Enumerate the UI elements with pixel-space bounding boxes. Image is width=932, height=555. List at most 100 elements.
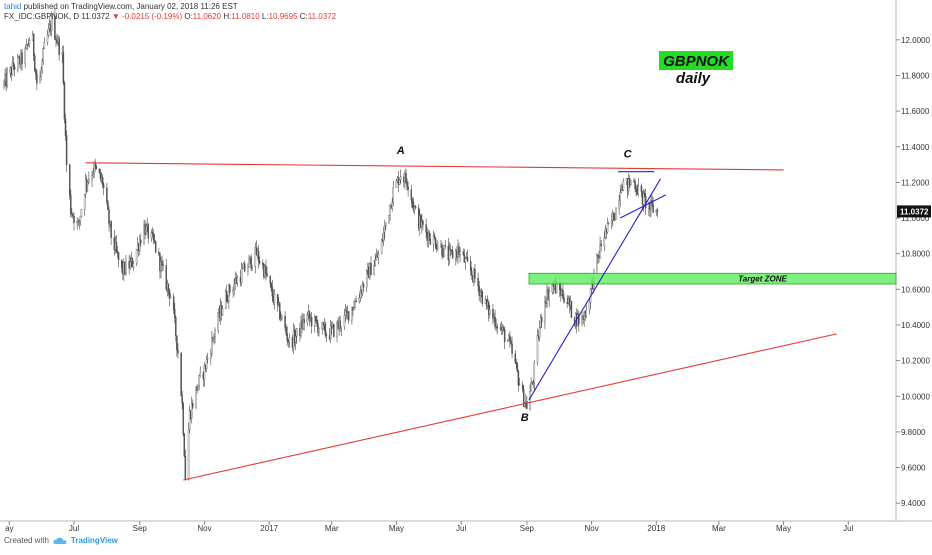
- candle-body: [176, 335, 178, 351]
- author-link[interactable]: tahid: [4, 2, 22, 11]
- candle-body: [603, 237, 606, 247]
- candle-body: [64, 118, 67, 136]
- candle-body: [339, 320, 341, 329]
- candle-body: [251, 266, 253, 269]
- y-tick-label: 10.0000: [901, 392, 930, 401]
- candle-body: [115, 242, 118, 252]
- candle-body: [405, 172, 407, 182]
- y-tick-label: 10.4000: [901, 321, 930, 330]
- candle-body: [340, 326, 343, 329]
- candle-body: [221, 308, 224, 316]
- candle-body: [410, 189, 413, 200]
- y-axis[interactable]: 9.4000 9.6000 9.8000 10.0000 10.2000 10.4000 1…: [896, 36, 931, 508]
- candle-body: [422, 220, 424, 225]
- candle-body: [99, 172, 102, 180]
- candle-body: [382, 232, 385, 242]
- candle-body: [324, 324, 327, 336]
- candle-body: [270, 283, 273, 288]
- grid: [0, 0, 932, 522]
- candle-body: [150, 232, 153, 239]
- candle-body: [11, 62, 14, 75]
- change-arrow-icon: ▼: [111, 12, 120, 21]
- high-label: H:: [223, 12, 232, 21]
- candle-body: [448, 249, 451, 261]
- candle-body: [226, 290, 228, 301]
- candle-body: [441, 244, 443, 256]
- candle-body: [429, 239, 432, 245]
- close-label: C:: [299, 12, 308, 21]
- candle-body: [181, 395, 183, 404]
- low-label: L:: [261, 12, 269, 21]
- candle-body: [643, 193, 646, 197]
- candle-body: [551, 284, 554, 293]
- candle-body: [458, 246, 460, 255]
- x-tick-label: May: [776, 524, 791, 533]
- candle-body: [650, 200, 652, 210]
- candle-body: [80, 209, 83, 217]
- candle-body: [477, 278, 479, 287]
- candle-body: [187, 429, 190, 481]
- point-label-a: A: [396, 145, 405, 157]
- tradingview-brand[interactable]: TradingView: [70, 536, 118, 545]
- candle-body: [578, 314, 580, 325]
- candle-body: [158, 251, 160, 254]
- x-tick-label: Mar: [325, 524, 339, 533]
- candle-body: [117, 252, 120, 261]
- low-value: 10.9695: [268, 12, 298, 21]
- candle-body: [162, 264, 164, 266]
- candle-body: [241, 268, 244, 270]
- candle-body: [183, 434, 186, 457]
- candle-body: [232, 289, 234, 293]
- candle-body: [296, 328, 298, 337]
- candle-body: [197, 385, 199, 391]
- candle-body: [361, 284, 364, 294]
- title-badge: [659, 51, 733, 70]
- candle-body: [414, 206, 417, 209]
- candle-body: [198, 375, 200, 387]
- x-tick-label: Jul: [69, 524, 79, 533]
- candle-body: [325, 334, 328, 336]
- tradingview-cloud-icon: [53, 537, 67, 544]
- candle-body: [570, 301, 573, 318]
- candle-body: [302, 319, 304, 329]
- candle-body: [63, 82, 66, 120]
- candle-body: [469, 260, 472, 272]
- candle-body: [633, 180, 635, 183]
- candle-body: [466, 256, 469, 262]
- candle-body: [517, 371, 520, 386]
- candle-body: [98, 168, 101, 173]
- candle-body: [258, 261, 261, 264]
- candle-body: [481, 291, 484, 304]
- chart-title: GBPNOK: [663, 53, 730, 70]
- y-tick-label: 10.2000: [901, 357, 930, 366]
- candle-body: [39, 76, 41, 84]
- candle-body: [374, 259, 376, 266]
- candle-body: [637, 185, 639, 195]
- candle-body: [288, 337, 291, 343]
- ohlc-line: FX_IDC:GBPNOK, D 11.0372 ▼ -0.0215 (-0.1…: [4, 12, 336, 21]
- candle-body: [615, 208, 617, 220]
- x-axis[interactable]: ay Jul Sep Nov 2017 Mar May Jul Sep Nov 2018 Mar May…: [5, 521, 854, 533]
- candle-body: [366, 270, 368, 288]
- candle-body: [471, 270, 473, 276]
- candle-body: [62, 52, 65, 84]
- candle-body: [599, 243, 601, 258]
- close-value: 11.0372: [307, 12, 337, 21]
- candle-body: [388, 215, 390, 224]
- candle-body: [522, 389, 525, 407]
- target-zone-label: Target ZONE: [738, 275, 787, 284]
- y-tick-label: 11.4000: [901, 143, 930, 152]
- candle-body: [362, 284, 365, 288]
- candle-body: [479, 291, 481, 296]
- last-price-marker: [897, 205, 931, 218]
- candle-body: [281, 315, 283, 319]
- x-tick-label: Jul: [843, 524, 853, 533]
- candle-body: [172, 296, 175, 310]
- candle-body: [233, 283, 235, 291]
- candle-body: [236, 277, 239, 284]
- candle-body: [107, 202, 109, 210]
- candle-body: [269, 275, 271, 284]
- symbol-label[interactable]: FX_IDC:GBPNOK, D: [4, 12, 80, 21]
- candle-body: [606, 223, 609, 233]
- candle-body: [36, 73, 38, 84]
